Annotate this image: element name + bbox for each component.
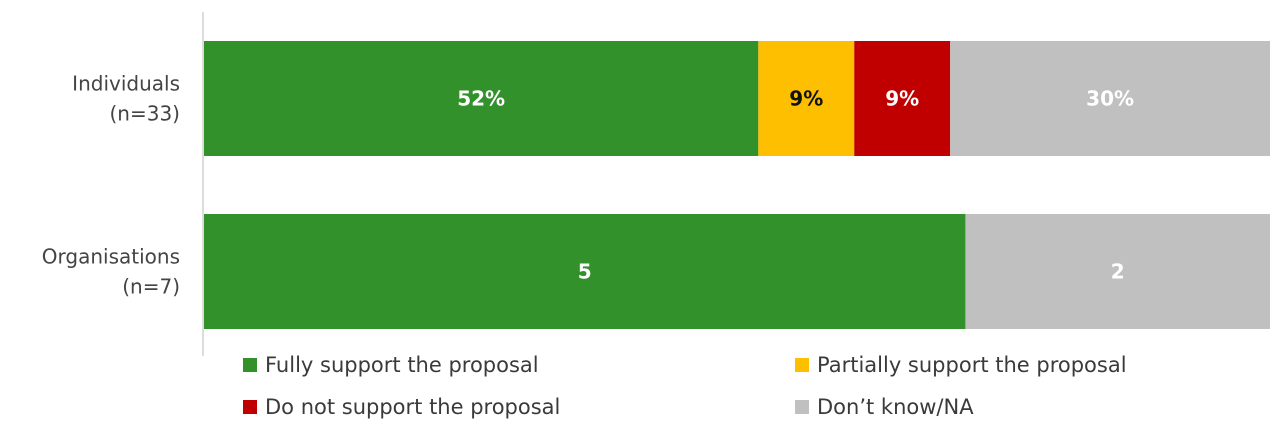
- bar-segment-do-not-support-the-proposal: [854, 41, 951, 156]
- category-label-line: Individuals: [72, 72, 180, 96]
- legend-label-partially-support-the-proposal: Partially support the proposal: [817, 353, 1127, 377]
- category-label-line: (n=33): [110, 102, 181, 126]
- legend-label-do-not-support-the-proposal: Do not support the proposal: [265, 395, 560, 419]
- category-label-0: Individuals (n=33): [72, 72, 180, 126]
- category-label-line: Organisations: [42, 245, 180, 269]
- legend-label-fully-support-the-proposal: Fully support the proposal: [265, 353, 539, 377]
- bar-segment-partially-support-the-proposal: [758, 41, 855, 156]
- data-label: 2: [1111, 260, 1125, 284]
- bars: 52% 9% 9% 30% 5 2: [204, 41, 1270, 329]
- bar-segment-fully-support-the-proposal: [204, 214, 966, 329]
- data-label: 9%: [885, 87, 919, 111]
- legend-label-don-t-know-na: Don’t know/NA: [817, 395, 974, 419]
- bar-segment-don-t-know-na: [965, 214, 1270, 329]
- legend-swatch-do-not-support-the-proposal: [243, 400, 257, 414]
- legend-swatch-don-t-know-na: [795, 400, 809, 414]
- bar-segment-fully-support-the-proposal: [204, 41, 759, 156]
- category-labels: Individuals (n=33) Organisations (n=7): [42, 72, 180, 299]
- data-label: 52%: [457, 87, 505, 111]
- category-label-1: Organisations (n=7): [42, 245, 180, 299]
- category-label-line: (n=7): [122, 275, 180, 299]
- data-label: 5: [578, 260, 592, 284]
- legend: Fully support the proposal Partially supp…: [243, 353, 1127, 419]
- data-label: 30%: [1086, 87, 1134, 111]
- legend-swatch-partially-support-the-proposal: [795, 358, 809, 372]
- legend-swatch-fully-support-the-proposal: [243, 358, 257, 372]
- data-label: 9%: [789, 87, 823, 111]
- bar-segment-don-t-know-na: [950, 41, 1270, 156]
